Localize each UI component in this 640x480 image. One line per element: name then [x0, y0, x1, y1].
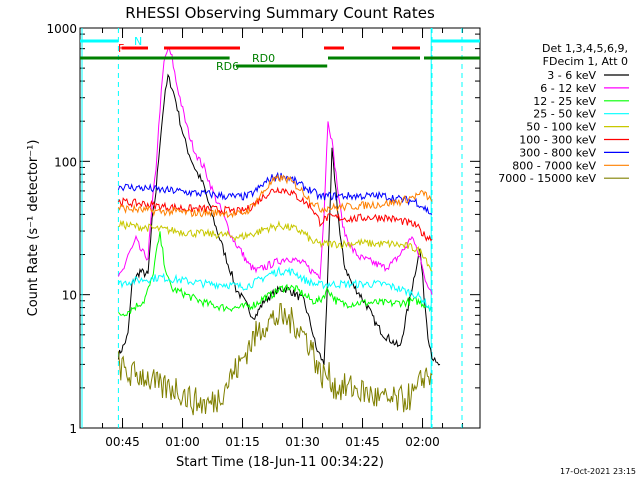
- flag-label: N: [134, 35, 142, 48]
- y-tick-label: 1: [69, 422, 77, 436]
- flag-label: F: [118, 42, 124, 55]
- legend-header-line-1: Det 1,3,4,5,6,9,: [542, 42, 628, 55]
- legend-label: 3 - 6 keV: [547, 69, 596, 82]
- x-tick-label: 01:30: [285, 435, 320, 449]
- x-tick-label: 01:15: [225, 435, 260, 449]
- legend-header-line-2: FDecim 1, Att 0: [543, 55, 628, 68]
- x-tick-label: 01:45: [345, 435, 380, 449]
- x-axis-label: Start Time (18-Jun-11 00:34:22): [176, 455, 384, 470]
- series-line: [117, 302, 433, 416]
- plot-area: [79, 27, 481, 429]
- x-axis: 00:45 01:00 01:15 01:30 01:45 02:00: [102, 28, 464, 449]
- x-tick-label: 02:00: [405, 435, 440, 449]
- flag-label: RD6: [216, 60, 239, 73]
- attenuator-markers: [81, 28, 463, 428]
- timestamp-label: 17-Oct-2021 23:15: [560, 467, 636, 476]
- legend: Det 1,3,4,5,6,9, FDecim 1, Att 0 3 - 6 k…: [498, 42, 629, 185]
- y-tick-label: 1000: [46, 22, 77, 36]
- series-layer: [117, 48, 441, 416]
- y-tick-label: 10: [62, 289, 77, 303]
- series-line: [117, 171, 433, 215]
- series-line: [118, 219, 433, 272]
- flag-bars: NF RD0 RD6: [80, 35, 480, 73]
- x-tick-label: 00:45: [105, 435, 140, 449]
- legend-label: 6 - 12 keV: [540, 82, 596, 95]
- chart-title: RHESSI Observing Summary Count Rates: [125, 4, 435, 22]
- series-line: [117, 174, 433, 219]
- legend-label: 300 - 800 keV: [519, 146, 596, 159]
- legend-label: 7000 - 15000 keV: [498, 172, 596, 185]
- legend-label: 50 - 100 keV: [526, 121, 596, 134]
- flag-label: RD0: [252, 52, 275, 65]
- y-tick-label: 100: [54, 155, 77, 169]
- series-line: [117, 265, 433, 312]
- legend-label: 100 - 300 keV: [519, 134, 596, 147]
- legend-label: 25 - 50 keV: [533, 108, 596, 121]
- y-axis-label: Count Rate (s⁻¹ detector⁻¹): [26, 140, 41, 317]
- series-line: [117, 48, 433, 295]
- legend-label: 12 - 25 keV: [533, 95, 596, 108]
- legend-label: 800 - 7000 keV: [512, 159, 596, 172]
- x-tick-label: 01:00: [165, 435, 200, 449]
- series-line: [118, 231, 433, 317]
- series-line: [117, 186, 433, 242]
